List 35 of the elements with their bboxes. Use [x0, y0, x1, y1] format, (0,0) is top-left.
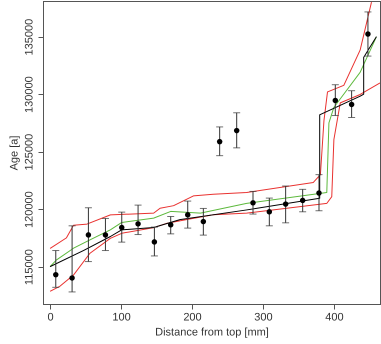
point [184, 212, 190, 218]
x-axis-title: Distance from top [mm] [155, 326, 269, 338]
point [102, 232, 108, 238]
y-tick-label: 125000 [24, 134, 36, 170]
x-tick-label: 200 [183, 312, 202, 324]
point [152, 239, 158, 245]
point [234, 128, 240, 134]
point [250, 200, 256, 206]
point [316, 190, 322, 196]
point [53, 272, 59, 278]
line-series [50, 2, 372, 249]
y-tick-label: 120000 [24, 191, 36, 228]
point [216, 138, 222, 144]
line-series [50, 82, 380, 292]
line-series [50, 36, 377, 268]
x-tick-label: 400 [325, 312, 344, 324]
point [266, 209, 272, 215]
point [168, 222, 174, 228]
x-tick-label: 100 [112, 312, 131, 324]
point [282, 201, 288, 207]
point [348, 102, 354, 108]
point [69, 275, 75, 281]
point [135, 221, 141, 227]
point [200, 218, 206, 224]
point [86, 232, 92, 238]
x-tick-label: 300 [254, 312, 273, 324]
y-tick-label: 115000 [24, 249, 36, 286]
x-tick-label: 0 [48, 312, 54, 324]
y-tick-label: 130000 [24, 76, 36, 113]
point [300, 198, 306, 204]
y-axis-title: Age [a] [8, 136, 20, 170]
point [119, 224, 124, 230]
y-tick-label: 135000 [24, 18, 36, 56]
point [332, 98, 338, 104]
point [365, 31, 371, 37]
